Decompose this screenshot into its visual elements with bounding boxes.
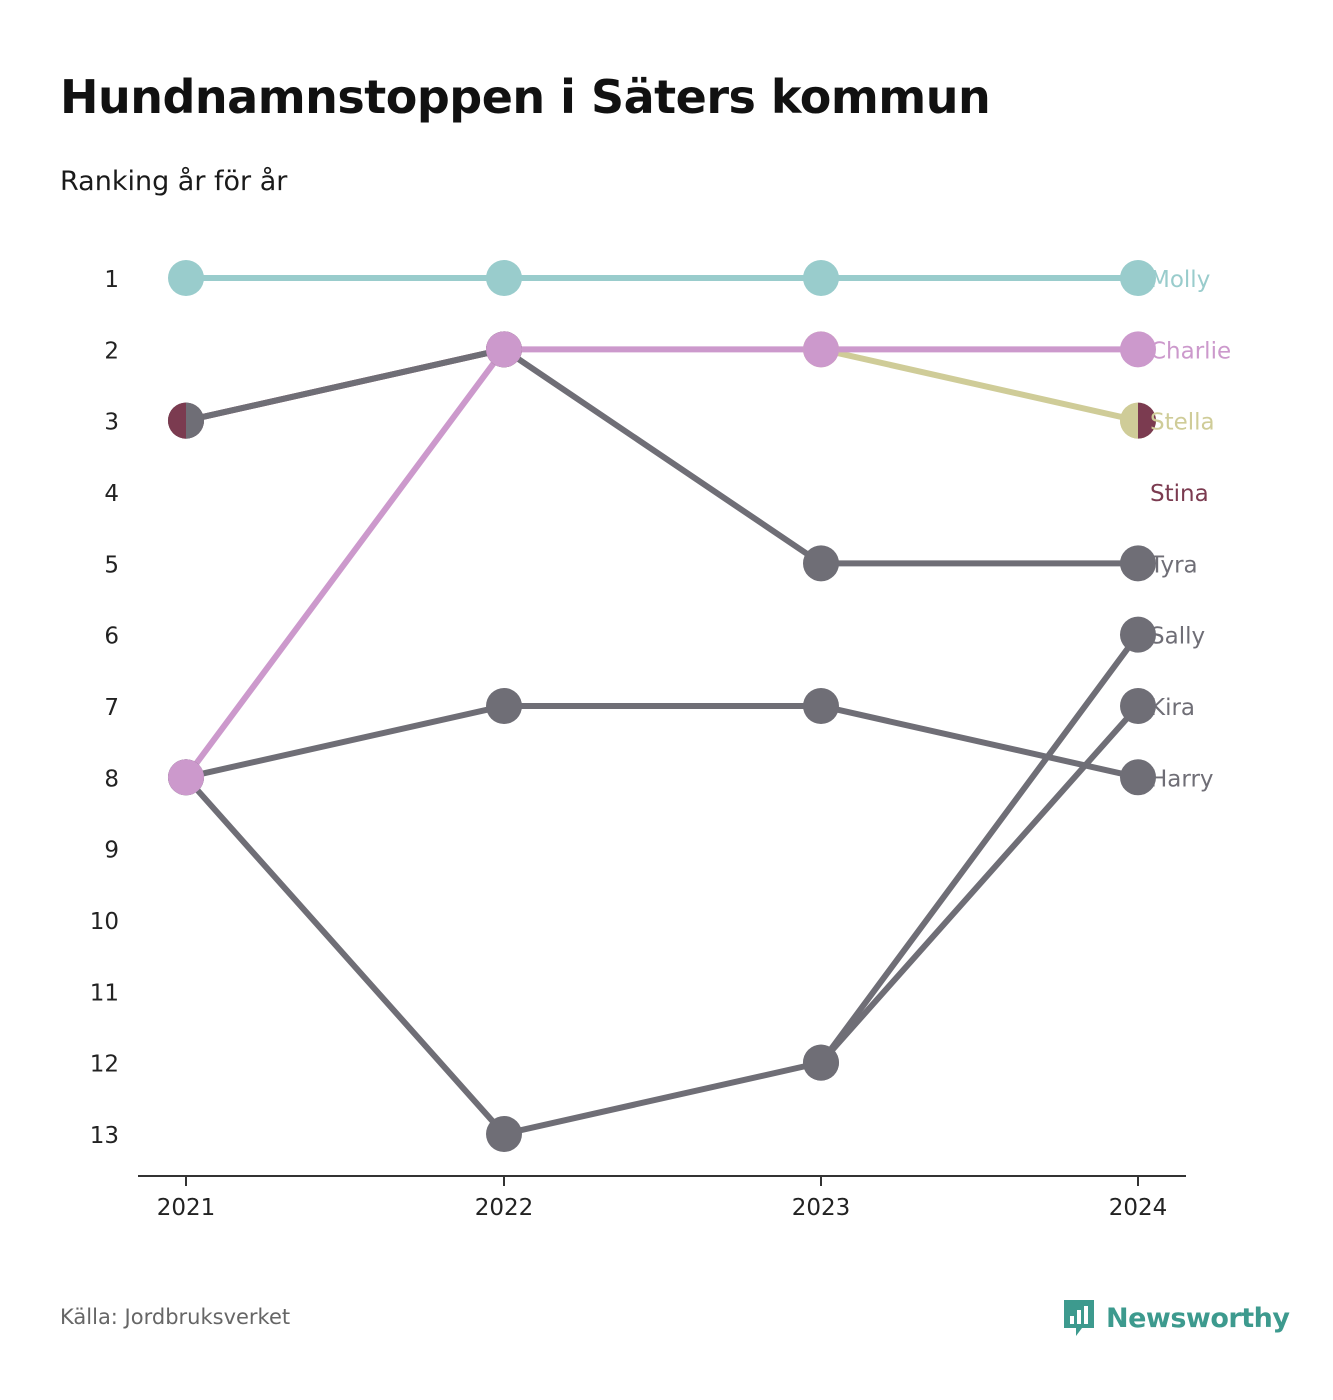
end-label-charlie: Charlie	[1150, 338, 1231, 364]
point-charlie-2024	[1120, 331, 1156, 368]
y-tick-label: 8	[104, 766, 119, 792]
x-tick-label: 2021	[157, 1195, 216, 1221]
chart-subtitle: Ranking år för år	[60, 166, 288, 197]
point-sally-2022	[486, 1115, 522, 1152]
newsworthy-logo: Newsworthy	[1062, 1298, 1290, 1338]
point-kira-2023	[803, 1044, 839, 1081]
line-kira	[818, 702, 1141, 1066]
line-harry	[183, 702, 1141, 781]
point-molly-2023	[803, 260, 839, 296]
split-marker-right-half	[186, 402, 204, 439]
line-sally	[183, 631, 1141, 1137]
split-marker-right-half	[1138, 402, 1156, 439]
line-tyra	[183, 346, 1141, 567]
y-tick-label: 5	[104, 552, 119, 578]
series-markers	[168, 260, 1156, 1152]
point-tyra-2023	[803, 545, 839, 582]
split-marker-2021	[168, 402, 204, 439]
point-molly-2022	[486, 260, 522, 296]
end-label-stella: Stella	[1150, 410, 1215, 436]
x-tick-label: 2023	[792, 1195, 851, 1221]
point-charlie-2021	[168, 759, 204, 796]
line-stella	[818, 346, 1141, 424]
point-charlie-2022	[486, 331, 522, 368]
point-tyra-2024	[1120, 545, 1156, 582]
series-end-labels: Molly Charlie Stella Stina Tyra Sally Kira Harr…	[1149, 267, 1231, 792]
y-tick-label: 1	[104, 267, 119, 293]
bump-chart: Molly Charlie Stella Stina Tyra Sally Kira Harr…	[90, 260, 1231, 1221]
y-tick-label: 10	[90, 909, 119, 935]
y-tick-label: 3	[104, 410, 119, 436]
y-tick-label: 11	[90, 980, 119, 1006]
x-tick-label: 2024	[1109, 1195, 1168, 1221]
point-kira-2024	[1120, 687, 1156, 724]
end-label-stina: Stina	[1150, 481, 1209, 507]
split-marker-2024	[1120, 402, 1156, 439]
split-marker-left-half	[1120, 402, 1138, 439]
point-molly-2024	[1120, 260, 1156, 296]
series-lines	[183, 275, 1141, 1137]
newsworthy-logo-icon	[1064, 1300, 1094, 1336]
split-marker-left-half	[168, 402, 186, 439]
y-tick-label: 4	[104, 481, 119, 507]
end-label-harry: Harry	[1150, 766, 1214, 792]
point-harry-2023	[803, 687, 839, 724]
point-molly-2021	[168, 260, 204, 296]
x-tick-label: 2022	[475, 1195, 534, 1221]
end-label-molly: Molly	[1150, 267, 1210, 293]
point-harry-2024	[1120, 759, 1156, 796]
end-label-sally: Sally	[1150, 624, 1205, 650]
line-charlie	[183, 346, 1141, 781]
y-tick-label: 6	[104, 624, 119, 650]
source-note: Källa: Jordbruksverket	[60, 1305, 291, 1329]
y-tick-label: 12	[90, 1052, 119, 1078]
brand-name: Newsworthy	[1106, 1302, 1290, 1334]
end-label-kira: Kira	[1150, 695, 1195, 721]
point-sally-2024	[1120, 616, 1156, 653]
chart-title: Hundnamnstoppen i Säters kommun	[60, 70, 991, 124]
point-charlie-2023	[803, 331, 839, 368]
y-tick-label: 9	[104, 838, 119, 864]
end-label-tyra: Tyra	[1149, 552, 1198, 578]
point-harry-2022	[486, 687, 522, 724]
y-tick-label: 7	[104, 695, 119, 721]
y-tick-label: 2	[104, 338, 119, 364]
y-tick-label: 13	[90, 1123, 119, 1149]
